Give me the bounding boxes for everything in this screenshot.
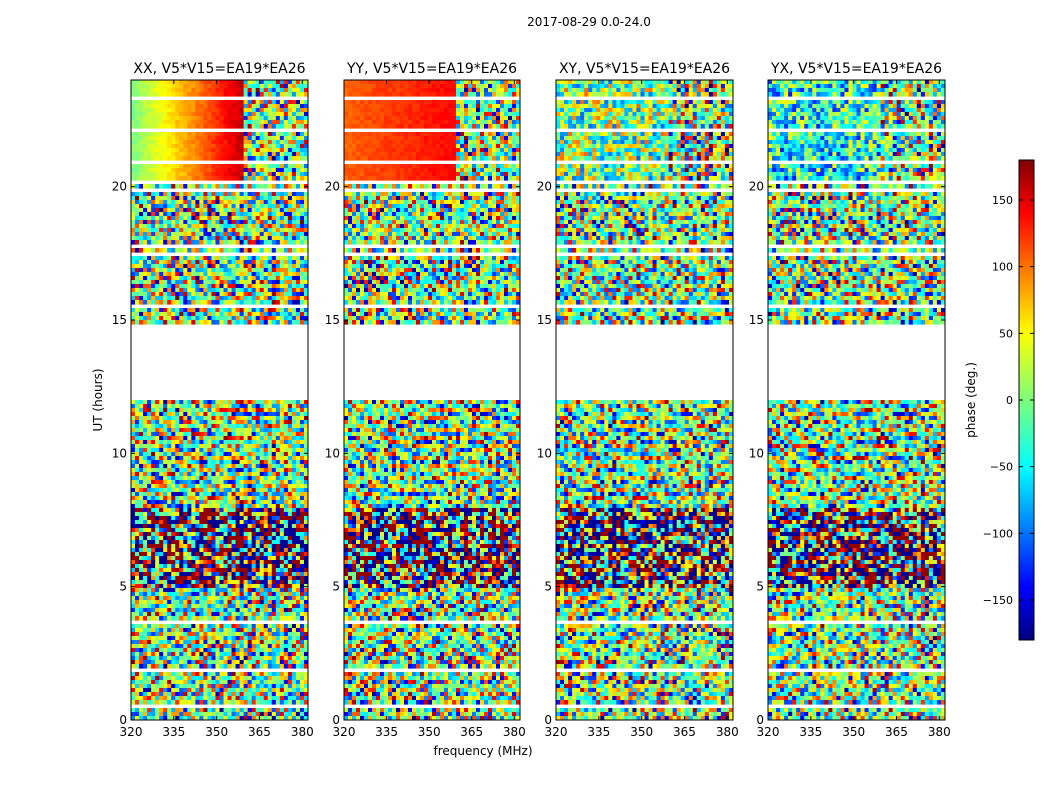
y-tick-label: 15 [749,313,764,327]
y-tick-label: 20 [749,180,764,194]
x-tick-label: 350 [418,725,441,739]
x-tick-label: 320 [120,725,143,739]
y-tick-label: 15 [325,313,340,327]
panel-title: XY, V5*V15=EA19*EA26 [559,61,730,77]
y-tick-label: 15 [537,313,552,327]
colorbar-tick-label: 150 [992,194,1013,207]
figure-title: 2017-08-29 0.0-24.0 [527,15,651,29]
colorbar-tick-label: 50 [999,327,1013,340]
panel-0: XX, V5*V15=EA19*EA26 320 335 350 365 380 0 5 10 1… [112,61,314,739]
panel-1: YY, V5*V15=EA19*EA26 320 335 350 365 380 0 5 10 1… [325,61,526,739]
colorbar-tick-label: −150 [983,594,1013,607]
panel-frame [555,79,734,721]
panel-frame [767,79,946,721]
y-tick-label: 5 [119,580,127,594]
y-axis-label: UT (hours) [91,368,105,431]
x-tick-label: 380 [503,725,526,739]
x-tick-label: 350 [205,725,228,739]
y-tick-label: 10 [537,446,552,460]
y-tick-label: 5 [756,580,764,594]
colorbar-label: phase (deg.) [964,362,978,438]
y-tick-label: 10 [112,446,127,460]
colorbar: 150 100 50 0 −50 −100 −150 phase (deg.) [964,159,1035,641]
x-tick-label: 350 [842,725,865,739]
y-tick-label: 10 [749,446,764,460]
y-tick-label: 0 [119,713,127,727]
x-tick-label: 365 [460,725,483,739]
panel-heatmap [768,80,945,720]
panel-frame [130,79,309,721]
panel-title: YX, V5*V15=EA19*EA26 [770,61,942,77]
panel-3: YX, V5*V15=EA19*EA26 320 335 350 365 380 0 5 10 1… [749,61,951,739]
panel-2: XY, V5*V15=EA19*EA26 320 335 350 365 380 0 5 10 1… [537,61,739,739]
x-tick-label: 365 [885,725,908,739]
x-tick-label: 320 [333,725,356,739]
y-tick-label: 10 [325,446,340,460]
y-tick-label: 20 [537,180,552,194]
colorbar-tick-label: −50 [990,461,1013,474]
x-tick-label: 380 [928,725,951,739]
panel-heatmap [556,80,733,720]
x-tick-label: 365 [673,725,696,739]
x-tick-label: 335 [587,725,610,739]
x-tick-label: 380 [291,725,314,739]
panel-title: YY, V5*V15=EA19*EA26 [346,61,517,77]
panel-heatmap [131,80,308,720]
y-tick-label: 20 [325,180,340,194]
x-tick-label: 335 [375,725,398,739]
y-tick-label: 0 [544,713,552,727]
y-tick-label: 5 [544,580,552,594]
x-tick-label: 365 [248,725,271,739]
x-tick-label: 380 [716,725,739,739]
y-tick-label: 0 [756,713,764,727]
panel-title: XX, V5*V15=EA19*EA26 [133,61,305,77]
x-tick-label: 335 [799,725,822,739]
x-tick-label: 320 [545,725,568,739]
colorbar-tick-label: 0 [1006,394,1013,407]
x-tick-label: 350 [630,725,653,739]
panels: XX, V5*V15=EA19*EA26 320 335 350 365 380 0 5 10 1… [112,61,951,739]
y-tick-label: 20 [112,180,127,194]
colorbar-tick-label: −100 [983,527,1013,540]
panel-heatmap [344,80,520,720]
y-tick-label: 5 [332,580,340,594]
y-tick-label: 15 [112,313,127,327]
panel-frame [343,79,521,721]
x-tick-label: 320 [757,725,780,739]
x-axis-label: frequency (MHz) [433,744,532,758]
x-tick-label: 335 [162,725,185,739]
colorbar-tick-label: 100 [992,261,1013,274]
y-tick-label: 0 [332,713,340,727]
